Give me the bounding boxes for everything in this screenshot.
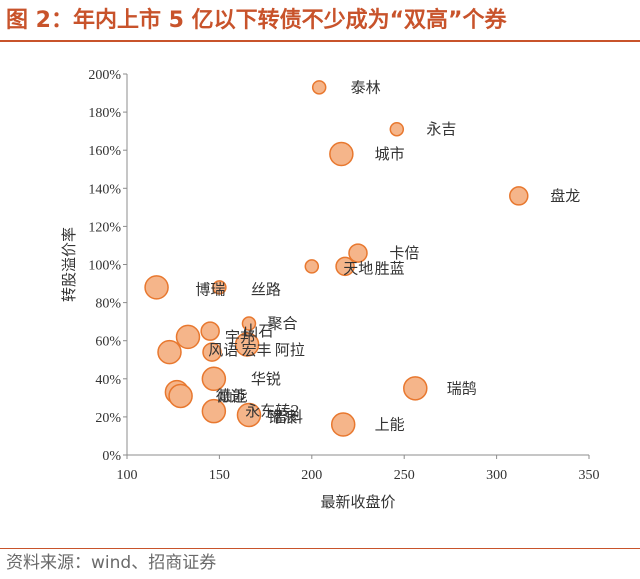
bubble-point: [304, 259, 320, 274]
title-divider: [0, 40, 640, 42]
point-label: 宏丰: [242, 341, 272, 359]
point-label: 上能: [375, 416, 405, 434]
x-tick-label: 150: [209, 468, 230, 483]
x-tick-labels: 100 150 200 250 300 350: [117, 455, 600, 483]
y-tick-label: 200%: [88, 68, 121, 83]
point-label: 城市: [375, 145, 405, 163]
bubble-point: [389, 121, 405, 137]
bubble-point: [212, 280, 227, 295]
y-tick-label: 160%: [88, 144, 121, 159]
bubble-point: [403, 376, 428, 401]
bubble-point: [236, 402, 262, 428]
bubble-point: [234, 332, 260, 357]
scatter-chart: 0% 20% 40% 60% 80% 100% 120% 140% 160% 180% 200% 1…: [60, 68, 600, 511]
data-points: [144, 80, 529, 437]
y-tick-label: 100%: [88, 259, 121, 274]
point-label: 丝路: [251, 280, 281, 298]
y-tick-label: 60%: [95, 335, 121, 350]
bubble-point: [335, 256, 355, 277]
point-label: 天地: [343, 259, 373, 277]
y-tick-label: 20%: [95, 411, 121, 426]
point-label: 永东转2: [245, 402, 300, 420]
bubble-point: [202, 342, 222, 362]
figure-title: 图 2：年内上市 5 亿以下转债不少成为“双高”个券: [6, 8, 507, 33]
y-tick-label: 40%: [95, 373, 121, 388]
bubble-point: [200, 321, 220, 341]
point-label: 灿能: [218, 387, 248, 405]
source-note: 资料来源：wind、招商证券: [6, 553, 217, 573]
y-tick-label: 80%: [95, 297, 121, 312]
point-label: 华锐: [251, 370, 281, 388]
bubble-point: [509, 186, 529, 206]
y-tick-label: 0%: [102, 449, 121, 464]
bubble-point: [348, 243, 368, 263]
source-divider: [0, 548, 640, 549]
bubble-point: [168, 383, 193, 409]
point-label: 卡倍: [389, 244, 419, 262]
point-label: 风语: [208, 341, 238, 359]
bubble-point: [329, 141, 354, 167]
bubble-point: [311, 80, 327, 95]
bubble-point: [241, 316, 257, 331]
point-label: 锦浪: [267, 408, 297, 426]
bubble-point: [201, 366, 227, 392]
point-label: 山石: [243, 322, 273, 340]
point-label: 盘龙: [550, 187, 580, 205]
x-axis-label: 最新收盘价: [320, 493, 395, 511]
point-label: 宇邦: [225, 328, 255, 346]
point-label: 胜蓝: [375, 259, 405, 277]
bubble-point: [330, 412, 356, 437]
point-label: 聚合: [267, 315, 297, 333]
y-axis-label: 转股溢价率: [60, 227, 78, 302]
point-label: 阿拉: [275, 341, 305, 359]
point-label: 智科: [273, 408, 303, 426]
x-tick-label: 300: [486, 468, 507, 483]
bubble-point: [175, 324, 201, 350]
point-label: 泰林: [351, 78, 381, 96]
x-tick-label: 100: [117, 468, 138, 483]
point-label: 瑞鹄: [447, 379, 477, 397]
x-tick-label: 350: [579, 468, 600, 483]
y-tick-label: 120%: [88, 220, 121, 235]
x-tick-label: 250: [394, 468, 415, 483]
bubble-point: [201, 398, 227, 424]
point-label: 博瑞: [195, 280, 225, 298]
point-label: 德迈: [216, 387, 246, 405]
point-label: 永吉: [426, 120, 456, 138]
y-tick-labels: 0% 20% 40% 60% 80% 100% 120% 140% 160% 180% 200%: [88, 68, 127, 464]
bubble-point: [144, 275, 169, 300]
y-tick-label: 140%: [88, 182, 121, 197]
y-tick-label: 180%: [88, 106, 121, 121]
x-tick-label: 200: [301, 468, 322, 483]
bubble-point: [157, 339, 182, 365]
